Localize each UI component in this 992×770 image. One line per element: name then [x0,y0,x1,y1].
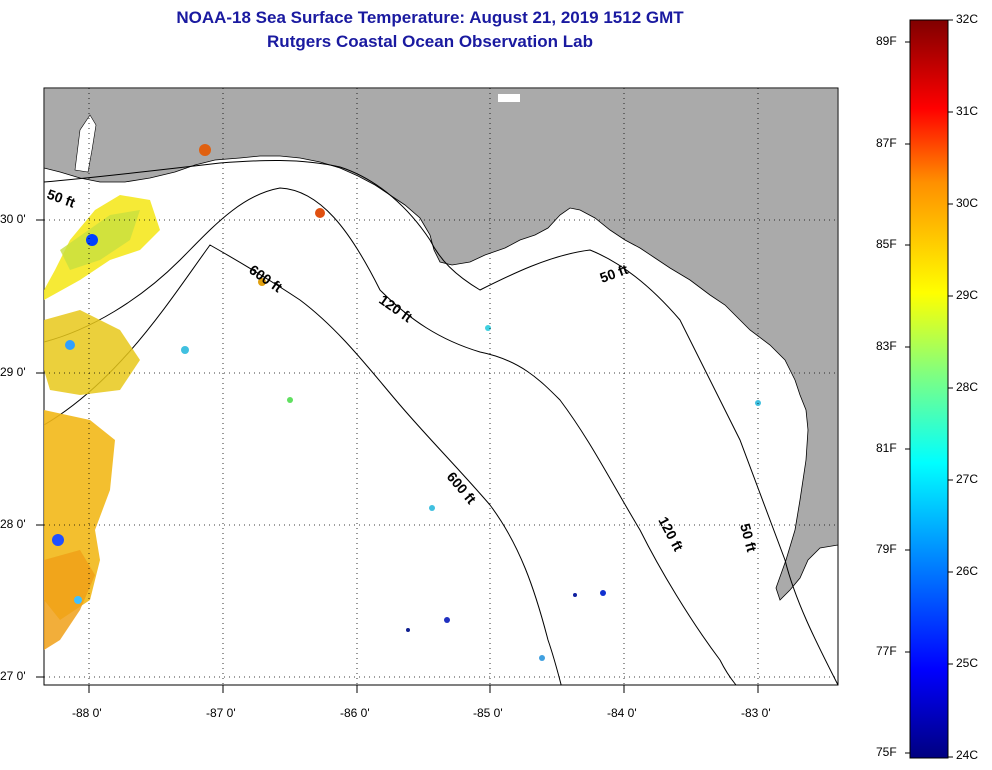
contour-120ft [44,187,737,685]
map-subtitle: Rutgers Coastal Ocean Observation Lab [267,32,593,51]
colorbar-celsius-label: 26C [956,564,979,578]
lat-tick-label: 29 0' [0,365,26,379]
colorbar-celsius-label: 32C [956,12,979,26]
lat-tick-label: 30 0' [0,212,26,226]
sst-patches [44,144,761,661]
colorbar-fahrenheit-label: 81F [876,441,897,455]
colorbar-fahrenheit-label: 89F [876,34,897,48]
colorbar-fahrenheit-label: 79F [876,542,897,556]
colorbar-fahrenheit-label: 77F [876,644,897,658]
lon-tick-label: -86 0' [340,706,370,720]
colorbar-celsius-label: 29C [956,288,979,302]
lon-tick-label: -84 0' [607,706,637,720]
colorbar [909,19,949,759]
colorbar-celsius-label: 27C [956,472,979,486]
colorbar-fahrenheit-label: 83F [876,339,897,353]
colorbar-celsius-label: 30C [956,196,979,210]
colorbar-fahrenheit-label: 87F [876,136,897,150]
contour-label: 50 ft [737,522,760,554]
lake [498,94,520,102]
colorbar-celsius-label: 28C [956,380,979,394]
lon-tick-label: -87 0' [206,706,236,720]
lon-tick-label: -88 0' [72,706,102,720]
colorbar-celsius-label: 25C [956,656,979,670]
colorbar-celsius-label: 31C [956,104,979,118]
contour-50ft-west [44,159,838,685]
colorbar-celsius-label: 24C [956,748,979,762]
lat-tick-label: 28 0' [0,517,26,531]
bay [74,114,97,173]
contour-600ft [44,244,562,685]
map-title: NOAA-18 Sea Surface Temperature: August … [176,8,684,27]
colorbar-fahrenheit-label: 85F [876,237,897,251]
lon-tick-label: -83 0' [741,706,771,720]
lat-tick-label: 27 0' [0,669,26,683]
land-mass [44,88,838,601]
colorbar-fahrenheit-label: 75F [876,745,897,759]
lon-tick-label: -85 0' [473,706,503,720]
